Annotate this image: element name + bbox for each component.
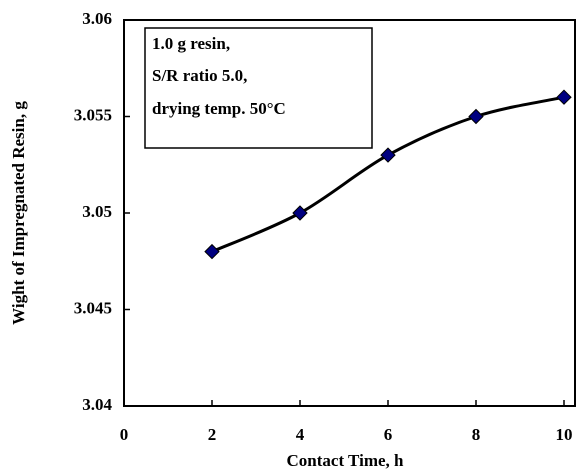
annotation: drying temp. 50°C (152, 99, 286, 118)
annotation: 1.0 g resin, (152, 34, 230, 53)
data-marker (468, 108, 484, 125)
x-tick-label: 4 (296, 425, 305, 444)
x-tick-label: 8 (472, 425, 481, 444)
x-tick-label: 2 (208, 425, 217, 444)
x-axis-label: Contact Time, h (287, 451, 405, 470)
annotation: S/R ratio 5.0, (152, 66, 247, 85)
annotation-box (144, 27, 373, 149)
y-tick-label: 3.055 (74, 105, 112, 124)
y-tick-label: 3.05 (82, 202, 112, 221)
y-axis-label: Wight of Impregnated Resin, g (9, 101, 28, 325)
y-tick-label: 3.06 (82, 9, 112, 28)
x-tick-label: 6 (384, 425, 393, 444)
y-tick-label: 3.045 (74, 298, 112, 317)
data-marker (292, 205, 308, 221)
x-tick-label: 0 (120, 425, 129, 444)
data-marker (204, 243, 220, 260)
y-tick-label: 3.04 (82, 395, 112, 414)
data-marker (380, 147, 396, 163)
x-tick-label: 10 (556, 425, 573, 444)
data-marker (556, 89, 572, 105)
